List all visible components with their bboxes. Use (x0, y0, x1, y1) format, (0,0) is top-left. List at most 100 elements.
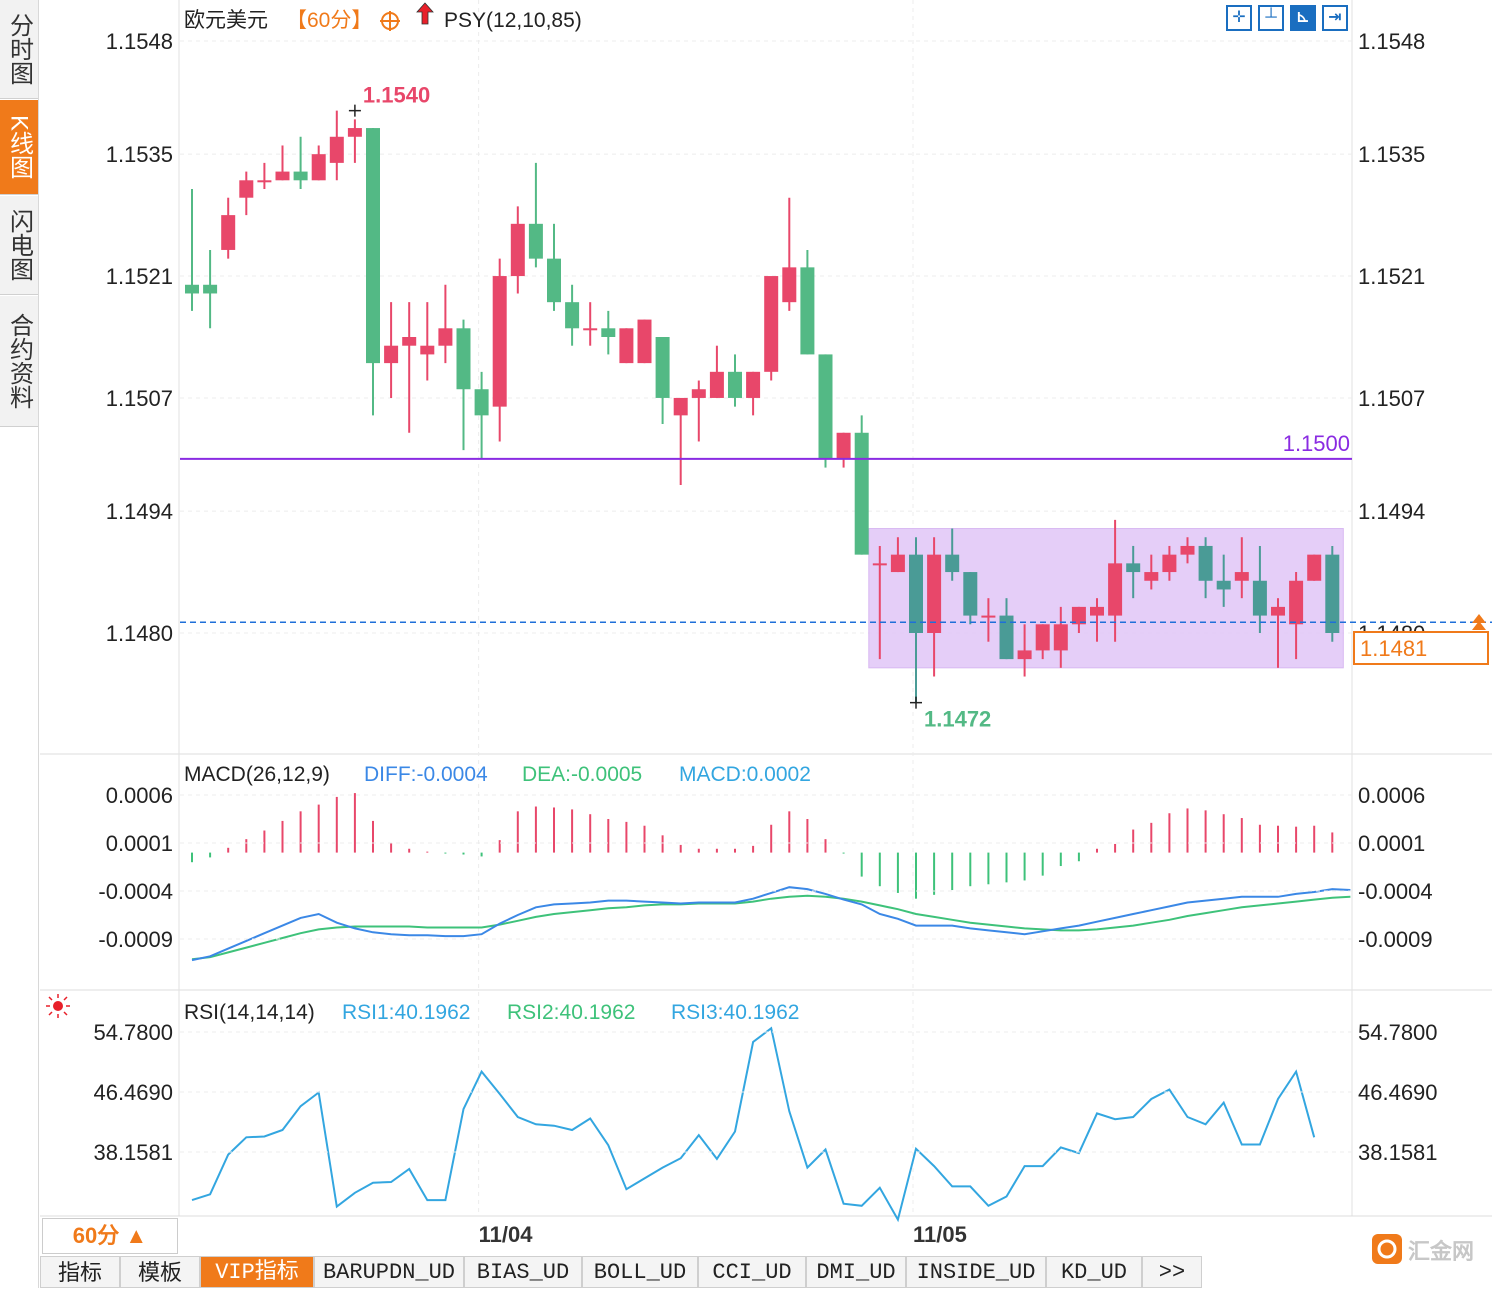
macd-y-tick-left: 0.0001 (106, 831, 173, 856)
candle-up (492, 276, 507, 407)
candle-down (185, 284, 199, 294)
candle-up (311, 154, 326, 181)
macd-y-ticks: 0.0006 0.0006 0.0001 0.0001 -0.0004 -0.0004 -0… (98, 783, 1432, 952)
dea-line (191, 894, 1351, 961)
crosshair-icon[interactable]: ✛ (1226, 5, 1252, 31)
y-tick-left: 1.1548 (106, 29, 173, 54)
period-select-arrow: ▲ (125, 1223, 148, 1248)
tab-templates[interactable]: 模板 (120, 1256, 200, 1288)
watermark-text: 汇金网 (1408, 1239, 1475, 1264)
y-tick-right: 1.1548 (1358, 29, 1425, 54)
nav-flash-chart[interactable]: 闪电图 (0, 196, 38, 295)
rsi-y-tick-right: 38.1581 (1358, 1140, 1438, 1165)
rsi-legend-1: RSI1:40.1962 (342, 1001, 470, 1024)
macd-y-tick-right: 0.0001 (1358, 831, 1425, 856)
candle-down (1198, 545, 1213, 581)
macd-y-tick-left: 0.0006 (106, 783, 173, 808)
tab-dmi[interactable]: DMI_UD (806, 1256, 906, 1288)
tab-bias[interactable]: BIAS_UD (464, 1256, 582, 1288)
diff-line (191, 886, 1351, 962)
export-icon[interactable]: ⇥ (1322, 5, 1348, 31)
rsi-y-tick-left: 38.1581 (93, 1140, 173, 1165)
candle-up (1035, 624, 1050, 651)
candle-down (547, 258, 561, 303)
symbol-name: 欧元美元 (184, 9, 268, 32)
candle-up (981, 615, 996, 618)
y-tick-right: 1.1507 (1358, 386, 1425, 411)
candle-up (1108, 563, 1123, 616)
candle-down (1216, 580, 1231, 590)
rsi-plot (191, 1026, 1316, 1223)
tab-vip-indicators[interactable]: VIP指标 (200, 1256, 314, 1288)
tab-more[interactable]: >> (1142, 1256, 1202, 1288)
bottom-tabs: 指标 模板 VIP指标 BARUPDN_UD BIAS_UD BOLL_UD C… (40, 1256, 1492, 1288)
red-up-arrow-icon[interactable] (416, 2, 434, 25)
current-price-tag: 1.1481 (1353, 614, 1489, 665)
rsi-line (191, 1026, 1316, 1223)
nav-contract-info[interactable]: 合约资料 (0, 296, 38, 427)
candle-up (583, 328, 598, 331)
rsi-y-tick-right: 54.7800 (1358, 1020, 1438, 1045)
candle-down (854, 432, 869, 555)
left-nav: 分时图 K线图 闪电图 合约资料 (0, 0, 39, 1288)
candle-down (945, 554, 960, 573)
bar-chart-icon[interactable]: ┴ (1258, 5, 1284, 31)
crosshair-circle-icon[interactable] (380, 11, 400, 31)
candle-up (746, 371, 761, 398)
candle-down (456, 328, 471, 390)
candle-up (1307, 554, 1322, 581)
candle-down (366, 128, 380, 364)
candle-up (275, 171, 290, 181)
tab-boll[interactable]: BOLL_UD (582, 1256, 698, 1288)
tab-inside[interactable]: INSIDE_UD (906, 1256, 1046, 1288)
tab-kd[interactable]: KD_UD (1046, 1256, 1142, 1288)
line-tool-icon[interactable]: ⊾ (1290, 5, 1316, 31)
candle-up (1017, 650, 1032, 660)
annot-low-label: 1.1472 (924, 707, 991, 732)
candle-up (1162, 554, 1177, 573)
candle-up (384, 345, 399, 364)
scroll-up-icon[interactable] (1472, 614, 1486, 630)
candle-up (329, 136, 344, 163)
macd-plot (191, 793, 1351, 962)
candle-up (836, 432, 851, 459)
candle-up (1271, 606, 1285, 616)
price-annotations: 1.1540 1.1472 (348, 83, 991, 732)
indicator-label[interactable]: PSY(12,10,85) (444, 9, 582, 32)
rsi-title[interactable]: RSI(14,14,14) (184, 1001, 315, 1024)
tab-barupdn[interactable]: BARUPDN_UD (314, 1256, 464, 1288)
candle-up (673, 397, 688, 416)
candle-up (1090, 606, 1104, 616)
candle-up (927, 554, 942, 633)
tab-indicators[interactable]: 指标 (40, 1256, 120, 1288)
candle-down (1252, 580, 1267, 616)
y-tick-left: 1.1535 (106, 142, 173, 167)
candle-down (1325, 554, 1340, 633)
y-tick-right: 1.1521 (1358, 264, 1425, 289)
rsi-y-tick-right: 46.4690 (1358, 1080, 1438, 1105)
candle-up (402, 337, 417, 346)
annot-high-label: 1.1540 (363, 83, 430, 108)
macd-legend-macd: MACD:0.0002 (679, 763, 811, 786)
x-tick-label: 11/05 (913, 1222, 967, 1247)
macd-y-tick-right: 0.0006 (1358, 783, 1425, 808)
candle-up (1071, 606, 1086, 625)
nav-intraday-chart[interactable]: 分时图 (0, 0, 38, 99)
candle-down (963, 572, 978, 616)
period-label[interactable]: 【60分】 (286, 9, 372, 32)
candle-up (1180, 545, 1195, 555)
main-y-ticks: 1.1548 1.1548 1.1535 1.1535 1.1521 1.1521 1.15… (106, 29, 1426, 646)
candle-up (764, 276, 779, 372)
sun-icon[interactable] (46, 994, 70, 1018)
x-tick-label: 11/04 (479, 1222, 534, 1247)
candle-up (420, 345, 435, 355)
rsi-legend-3: RSI3:40.1962 (671, 1001, 799, 1024)
macd-y-tick-left: -0.0004 (98, 879, 173, 904)
candle-up (709, 371, 724, 398)
period-select[interactable]: 60分 ▲ (42, 1218, 178, 1254)
macd-title[interactable]: MACD(26,12,9) (184, 763, 330, 786)
tab-cci[interactable]: CCI_UD (698, 1256, 806, 1288)
nav-kline-chart[interactable]: K线图 (0, 100, 38, 195)
candle-up (890, 554, 905, 573)
